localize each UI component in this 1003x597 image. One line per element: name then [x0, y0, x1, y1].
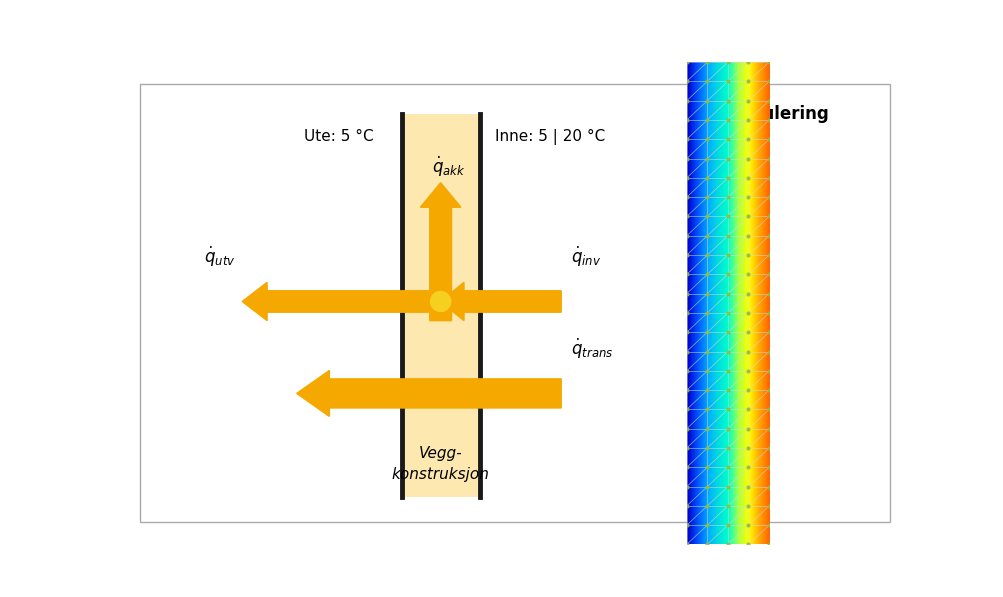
FancyArrow shape [420, 183, 460, 321]
Text: $\dot{q}_{trans}$: $\dot{q}_{trans}$ [570, 337, 613, 361]
Text: Vegg-
konstruksjon: Vegg- konstruksjon [391, 446, 489, 482]
Text: $\dot{q}_{utv}$: $\dot{q}_{utv}$ [204, 245, 236, 269]
Text: FE-simulering: FE-simulering [700, 105, 828, 123]
FancyArrow shape [440, 282, 561, 321]
Bar [401, 114, 479, 497]
Text: Inne: 5 | 20 °C: Inne: 5 | 20 °C [494, 129, 605, 144]
FancyArrow shape [297, 370, 561, 417]
Text: $\dot{q}_{inv}$: $\dot{q}_{inv}$ [570, 245, 601, 269]
Text: $\dot{q}_{akk}$: $\dot{q}_{akk}$ [431, 155, 464, 179]
FancyArrow shape [242, 282, 440, 321]
Circle shape [430, 291, 450, 312]
Text: Ute: 5 °C: Ute: 5 °C [304, 130, 374, 144]
